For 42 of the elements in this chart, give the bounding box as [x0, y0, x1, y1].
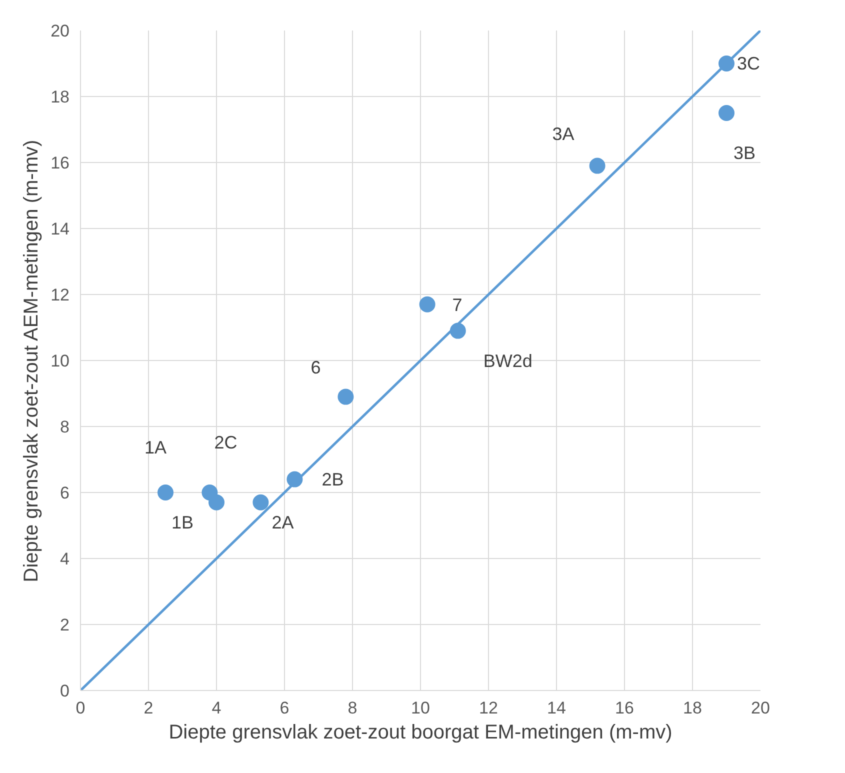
annotation: 3C [736, 54, 760, 74]
point [718, 105, 734, 121]
y-tick-label: 18 [50, 88, 70, 106]
annotation: BW2d [483, 350, 532, 371]
point [338, 388, 354, 405]
x-tick-label: 2 [144, 698, 154, 718]
annotation: 2A [272, 512, 294, 532]
y-tick-label: 2 [60, 616, 70, 634]
annotation: 2C [214, 432, 238, 452]
x-tick-label: 18 [683, 698, 702, 718]
annotation: 1A [144, 438, 167, 458]
point [252, 494, 269, 510]
x-tick-label: 6 [280, 698, 290, 718]
y-tick-label: 12 [50, 286, 70, 304]
annotation: 7 [452, 294, 462, 315]
x-tick-label: 20 [751, 698, 770, 718]
y-axis-title: Diepte grensvlak zoet-zout AEM-metingen (m-mv) [20, 140, 43, 582]
point [419, 296, 436, 312]
annotation: 3B [733, 143, 756, 163]
point [589, 158, 606, 174]
y-tick-label: 6 [60, 484, 70, 502]
x-tick-label: 10 [411, 698, 430, 718]
x-tick-label: 12 [479, 698, 498, 718]
y-tick-label: 10 [50, 352, 70, 370]
point [158, 484, 174, 500]
annotation: 3A [552, 124, 574, 144]
x-axis-title: Diepte grensvlak zoet-zout boorgat EM-metingen (m-mv) [168, 722, 672, 744]
y-tick-label: 14 [50, 220, 70, 238]
x-tick-label: 8 [348, 698, 358, 718]
y-tick-label: 0 [60, 682, 70, 700]
x-tick-label: 14 [547, 698, 566, 718]
x-tick-label: 16 [615, 698, 634, 718]
x-tick-label: 4 [212, 698, 222, 718]
y-tick-label: 8 [60, 418, 70, 436]
annotation: 1B [171, 512, 194, 532]
y-tick-label: 4 [60, 550, 70, 568]
point [208, 494, 224, 510]
annotation: 6 [310, 357, 321, 378]
y-tick-label: 20 [50, 22, 70, 40]
annotation: 2B [322, 469, 344, 490]
x-tick-label: 0 [76, 698, 86, 718]
y-tick-label: 16 [50, 154, 70, 172]
